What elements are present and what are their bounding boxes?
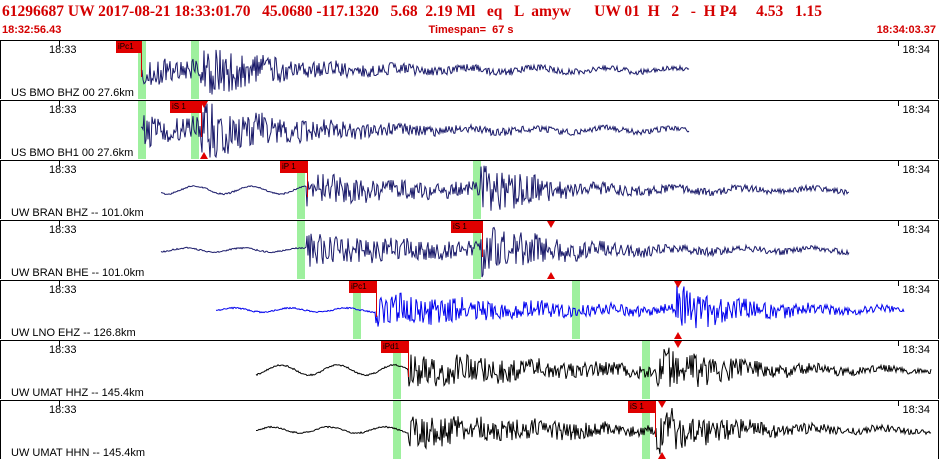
seismogram-channel[interactable]: 18:33 18:34 iS 1 US BMO BH1 00 27.6km (0, 100, 939, 159)
phase-window-band (191, 101, 199, 159)
phase-pick-flag[interactable]: iPd1 (381, 341, 409, 353)
minute-tick (59, 401, 60, 406)
phase-pick-flag[interactable]: iP 1 (280, 161, 308, 173)
time-tick-label: 18:33 (49, 44, 77, 56)
channel-label: UW LNO EHZ -- 126.8km (11, 327, 136, 339)
time-tick-label: 18:34 (902, 224, 930, 236)
waveform (140, 49, 690, 95)
phase-pick-flag[interactable]: iS 1 (628, 401, 656, 413)
timespan: Timespan= 67 s (428, 24, 514, 36)
waveform-trace (160, 165, 850, 211)
channel-panel: 18:33 18:34 iPc1 US BMO BHZ 00 27.6km 18:33 1… (0, 40, 942, 460)
channel-label: UW UMAT HHN -- 145.4km (11, 447, 146, 459)
phase-window-band (572, 281, 580, 339)
phase-pick-flag[interactable]: iS 1 (170, 101, 202, 113)
minute-tick (898, 341, 899, 346)
phase-pick-flag[interactable]: iPc1 (116, 41, 142, 53)
seismogram-channel[interactable]: 18:33 18:34 iPd1 UW UMAT HHZ -- 145.4km (0, 340, 939, 399)
minute-tick (898, 221, 899, 226)
waveform (255, 347, 932, 388)
waveform-trace (256, 408, 932, 455)
waveform-trace (140, 49, 690, 95)
time-tick-label: 18:34 (902, 44, 930, 56)
minute-tick (59, 101, 60, 106)
event-title: 61296687 UW 2017-08-21 18:33:01.70 45.06… (2, 3, 823, 20)
waveform (140, 102, 690, 159)
seismogram-channel[interactable]: 18:33 18:34 iPc1 US BMO BHZ 00 27.6km (0, 40, 939, 99)
header: 61296687 UW 2017-08-21 18:33:01.70 45.06… (0, 0, 942, 40)
waveform (160, 226, 850, 278)
minute-tick (59, 221, 60, 226)
waveform (160, 165, 850, 211)
channel-label: UW UMAT HHZ -- 145.4km (11, 387, 144, 399)
amplitude-marker-icon (674, 341, 682, 348)
minute-tick (898, 281, 899, 286)
phase-pick-line (307, 173, 308, 197)
phase-window-band (138, 101, 146, 159)
time-tick-label: 18:34 (902, 104, 930, 116)
time-tick-label: 18:33 (49, 164, 77, 176)
channel-label: UW BRAN BHE -- 101.0km (11, 267, 145, 279)
amplitude-marker-icon (547, 221, 555, 228)
minute-tick (898, 401, 899, 406)
amplitude-marker-icon (674, 332, 682, 339)
waveform-trace (215, 282, 905, 329)
channel-label: US BMO BH1 00 27.6km (11, 147, 134, 159)
amplitude-marker-icon (674, 281, 682, 288)
seismogram-channel[interactable]: 18:33 18:34 iP 1 UW BRAN BHZ -- 101.0km (0, 160, 939, 219)
phase-pick-line (376, 293, 377, 317)
start-time: 18:32:56.43 (2, 24, 62, 36)
time-tick-label: 18:34 (902, 344, 930, 356)
minute-tick (59, 41, 60, 46)
phase-pick-line (201, 113, 202, 137)
waveform-trace (255, 347, 932, 388)
minute-tick (898, 101, 899, 106)
time-tick-label: 18:34 (902, 164, 930, 176)
phase-window-band (393, 341, 401, 399)
end-time: 18:34:03.37 (876, 24, 936, 36)
phase-window-band (297, 161, 305, 219)
phase-pick-line (482, 233, 483, 257)
phase-pick-line (141, 53, 142, 77)
phase-pick-line (408, 353, 409, 377)
amplitude-marker-icon (200, 101, 208, 108)
waveform-trace (160, 226, 850, 278)
channel-label: UW BRAN BHZ -- 101.0km (11, 207, 144, 219)
minute-tick (59, 281, 60, 286)
time-tick-label: 18:33 (49, 284, 77, 296)
seismogram-channel[interactable]: 18:33 18:34 iS 1 UW UMAT HHN -- 145.4km (0, 400, 939, 459)
time-tick-label: 18:34 (902, 284, 930, 296)
amplitude-marker-icon (658, 452, 666, 459)
phase-window-band (297, 221, 305, 279)
phase-pick-line (655, 413, 656, 437)
time-tick-label: 18:33 (49, 404, 77, 416)
amplitude-marker-icon (658, 401, 666, 408)
amplitude-marker-icon (200, 152, 208, 159)
minute-tick (59, 341, 60, 346)
phase-window-band (642, 401, 650, 459)
channel-label: US BMO BHZ 00 27.6km (11, 87, 134, 99)
time-tick-label: 18:33 (49, 104, 77, 116)
seismogram-channel[interactable]: 18:33 18:34 iS 1 UW BRAN BHE -- 101.0km (0, 220, 939, 279)
phase-pick-flag[interactable]: iS 1 (451, 221, 483, 233)
time-tick-label: 18:33 (49, 344, 77, 356)
minute-tick (59, 161, 60, 166)
time-tick-label: 18:34 (902, 404, 930, 416)
waveform (215, 282, 905, 329)
time-tick-label: 18:33 (49, 224, 77, 236)
waveform-trace (140, 102, 690, 159)
amplitude-marker-icon (547, 272, 555, 279)
phase-pick-flag[interactable]: iPc1 (349, 281, 377, 293)
phase-window-band (473, 221, 481, 279)
seismogram-channel[interactable]: 18:33 18:34 iPc1 UW LNO EHZ -- 126.8km (0, 280, 939, 339)
minute-tick (898, 41, 899, 46)
minute-tick (898, 161, 899, 166)
waveform (256, 408, 932, 455)
phase-window-band (642, 341, 650, 399)
